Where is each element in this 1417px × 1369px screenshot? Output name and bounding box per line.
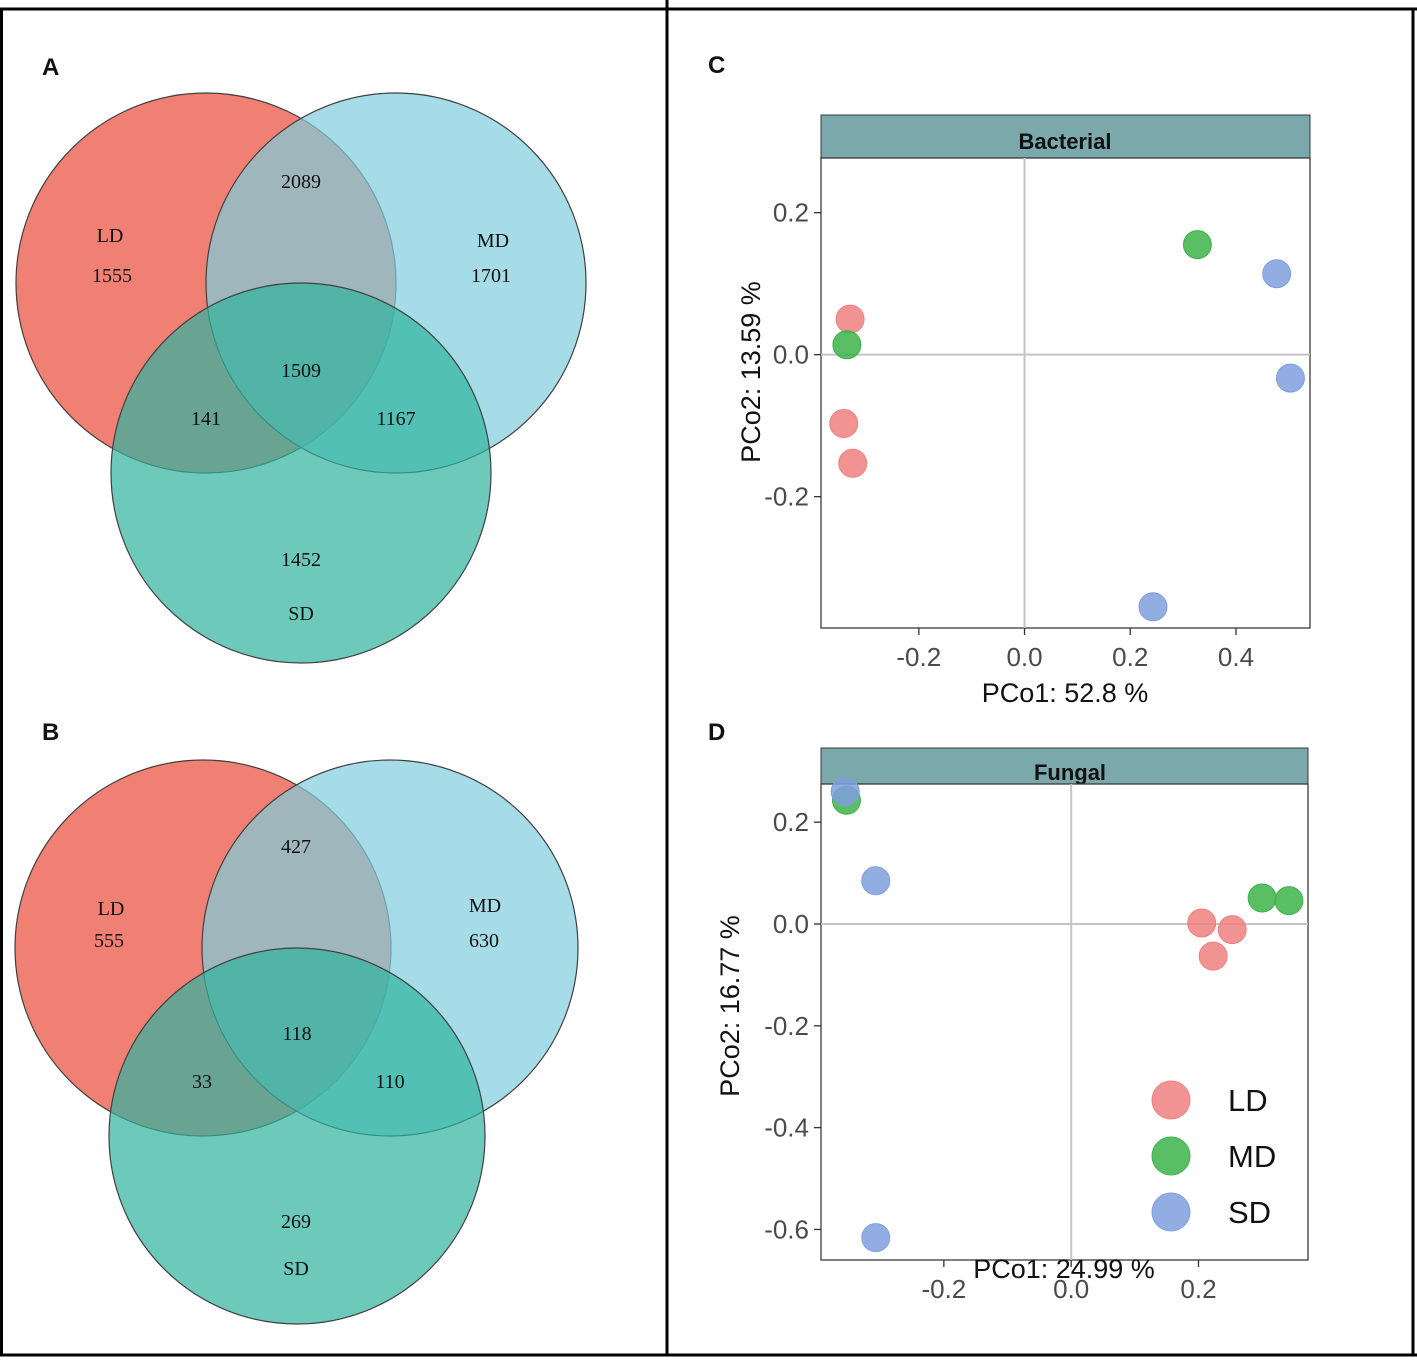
y-tick-label: -0.4 [764,1113,809,1143]
venn-b-all-count: 118 [282,1023,311,1045]
legend-swatch-md [1151,1136,1191,1176]
venn-b-ld-only-count: 555 [94,930,124,952]
x-tick-label: -0.2 [896,642,941,672]
legend-label-ld: LD [1228,1083,1268,1118]
y-tick-label: 0.0 [773,909,809,939]
fungal-points [830,777,1304,1253]
panel-d-letter: D [708,719,725,746]
point-sd [861,1223,891,1253]
y-tick-label: -0.2 [764,482,809,512]
bacterial-strip-title: Bacterial [1019,129,1112,154]
panel-c-letter: C [708,52,725,79]
bacterial-x-axis-title: PCo1: 52.8 % [982,678,1149,708]
legend-swatch-ld [1151,1080,1191,1120]
pcoa-panel-c: C Bacterial -0.2 0.0 0.2 0.4 -0.2 0.0 0.2 PCo… [708,52,1311,708]
legend-swatch-sd [1151,1192,1191,1232]
panel-a-letter: A [42,54,59,81]
point-ld [1217,915,1247,945]
y-tick-label: 0.2 [773,198,809,228]
point-sd [1262,259,1292,289]
venn-b-sd-only-count: 269 [281,1211,311,1233]
bacterial-y-axis: -0.2 0.0 0.2 [764,198,821,512]
y-tick-label: -0.2 [764,1011,809,1041]
fungal-strip [820,747,1309,785]
venn-panel-a: A LD 1555 MD 1701 2089 1509 141 1167 145… [15,54,587,664]
point-ld [835,304,865,334]
bacterial-x-axis: -0.2 0.0 0.2 0.4 [896,628,1254,672]
x-tick-label: 0.4 [1218,642,1254,672]
x-tick-label: 0.2 [1180,1274,1216,1304]
point-ld [829,409,859,439]
fungal-legend: LD MD SD [1151,1080,1276,1232]
x-tick-label: 0.0 [1053,1274,1089,1304]
bacterial-plot-area [820,157,1311,629]
legend-label-md: MD [1228,1139,1276,1174]
venn-a-sd-only-count: 1452 [281,549,321,571]
venn-a-ld-md-count: 2089 [281,171,321,193]
venn-b-sd-circle [108,947,486,1325]
venn-b-md-sd-count: 110 [375,1071,404,1093]
y-tick-label: 0.2 [773,807,809,837]
venn-a-ld-only-count: 1555 [92,265,132,287]
fungal-y-axis-title: PCo2: 16.77 % [715,915,745,1097]
x-tick-label: -0.2 [921,1274,966,1304]
point-md [1274,886,1304,916]
venn-b-ld-label: LD [98,898,125,920]
fungal-strip-title: Fungal [1034,760,1106,785]
point-sd [830,777,860,807]
point-md [1182,230,1212,260]
point-sd [861,866,891,896]
point-sd [1138,592,1168,622]
point-sd [1275,363,1305,393]
point-ld [1187,908,1217,938]
venn-a-ld-label: LD [97,225,124,247]
venn-b-md-only-count: 630 [469,930,499,952]
venn-b-md-label: MD [469,895,501,917]
venn-a-md-label: MD [477,230,509,252]
y-tick-label: -0.6 [764,1214,809,1244]
venn-panel-b: B LD 555 MD 630 427 118 33 110 269 SD [14,719,579,1325]
x-tick-label: 0.0 [1006,642,1042,672]
venn-b-ld-md-count: 427 [281,836,311,858]
fungal-x-axis-title: PCo1: 24.99 % [973,1254,1155,1284]
fungal-x-axis: -0.2 0.0 0.2 [921,1260,1217,1304]
bacterial-y-axis-title: PCo2: 13.59 % [736,281,766,463]
fungal-plot-area [820,783,1309,1261]
venn-b-ld-sd-count: 33 [192,1071,212,1093]
fungal-y-axis: -0.6 -0.4 -0.2 0.0 0.2 [764,807,821,1244]
bacterial-zero-lines [821,158,1310,628]
pcoa-panel-d: D Fungal -0.2 0.0 0.2 -0.6 -0.4 -0.2 0.0 0.2 L… [708,719,1309,1304]
panel-b-letter: B [42,719,59,746]
y-tick-label: 0.0 [773,340,809,370]
point-ld [838,448,868,478]
venn-a-ld-sd-count: 141 [191,408,221,430]
venn-a-sd-circle [110,282,492,664]
venn-b-sd-label: SD [283,1258,309,1280]
point-md [1247,883,1277,913]
legend-label-sd: SD [1228,1195,1271,1230]
bacterial-strip [820,114,1311,159]
x-tick-label: 0.2 [1112,642,1148,672]
venn-a-md-only-count: 1701 [471,265,511,287]
point-md [832,330,862,360]
point-ld [1198,941,1228,971]
venn-a-md-sd-count: 1167 [376,408,415,430]
venn-a-sd-label: SD [288,603,314,625]
bacterial-points [829,230,1305,622]
venn-a-all-count: 1509 [281,360,321,382]
